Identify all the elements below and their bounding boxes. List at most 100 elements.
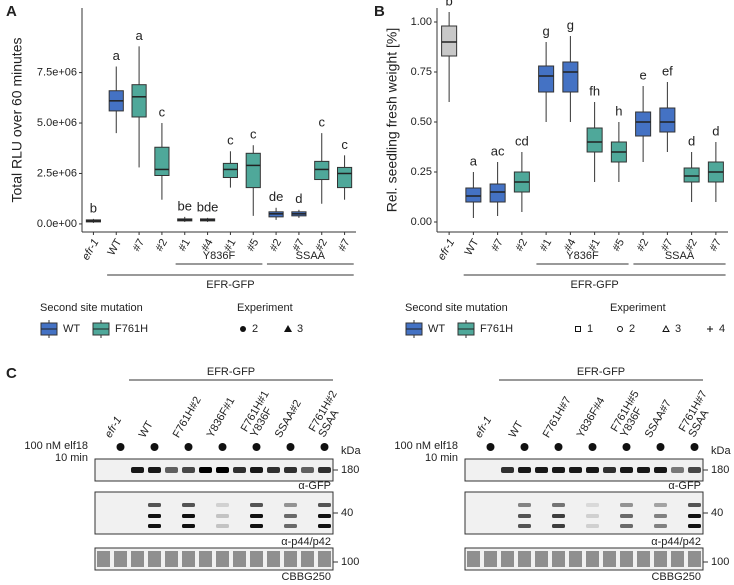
- band: [182, 467, 195, 473]
- blot-strip: [94, 491, 334, 535]
- band: [318, 551, 331, 567]
- legend-label: 4: [719, 323, 725, 335]
- x-tick-label: #4: [199, 237, 216, 254]
- x-tick-label: WT: [105, 237, 124, 258]
- band: [165, 551, 178, 567]
- band: [250, 551, 263, 567]
- box: [337, 166, 353, 189]
- band: [148, 503, 161, 507]
- y-tick-label: 0.75: [411, 66, 432, 78]
- antibody-label: α-p44/p42: [651, 536, 701, 548]
- band: [250, 524, 263, 528]
- significance-letter: be: [178, 198, 192, 213]
- significance-letter: b: [90, 200, 97, 215]
- band: [586, 503, 599, 507]
- band: [182, 503, 195, 507]
- x-tick-label: #2: [683, 237, 700, 254]
- band: [586, 524, 599, 528]
- legend-label: F761H: [480, 323, 513, 335]
- band: [501, 551, 514, 567]
- band: [284, 467, 297, 473]
- treatment-label: 100 nM elf18: [24, 440, 88, 452]
- construct-label: EFR-GFP: [570, 279, 618, 291]
- band: [182, 514, 195, 518]
- legend-symbol: [707, 326, 713, 332]
- band: [182, 524, 195, 528]
- box: [245, 152, 261, 189]
- lane-label: efr-1: [103, 415, 125, 440]
- band: [518, 524, 531, 528]
- treatment-dot: [486, 443, 495, 451]
- band: [688, 503, 701, 507]
- treatment-label: 10 min: [55, 452, 88, 464]
- band: [131, 551, 144, 567]
- unit-label: kDa: [341, 445, 361, 457]
- band: [165, 467, 178, 473]
- band: [199, 467, 212, 473]
- x-tick-label: #5: [245, 237, 262, 254]
- legend-label: 2: [252, 323, 258, 335]
- box: [465, 187, 482, 203]
- y-tick-label: 2.5e+06: [37, 167, 77, 179]
- group-label: Y836F: [566, 250, 599, 262]
- x-tick-label: #2: [313, 237, 330, 254]
- antibody-label: α-GFP: [668, 480, 701, 492]
- significance-letter: fh: [589, 83, 600, 98]
- treatment-dot: [252, 443, 261, 451]
- band: [637, 551, 650, 567]
- construct-label: EFR-GFP: [577, 366, 625, 378]
- band: [467, 551, 480, 567]
- lane-label: efr-1: [473, 415, 495, 440]
- box: [489, 183, 506, 203]
- lane-label: F761H#2: [171, 395, 204, 440]
- band: [552, 514, 565, 518]
- band: [654, 551, 667, 567]
- band: [518, 503, 531, 507]
- legend-label: WT: [428, 323, 445, 335]
- significance-letter: c: [227, 133, 234, 148]
- band: [233, 467, 246, 473]
- x-tick-label: efr-1: [80, 237, 102, 262]
- box: [441, 25, 458, 57]
- band: [569, 551, 582, 567]
- band: [301, 467, 314, 473]
- significance-letter: a: [470, 153, 478, 168]
- band: [318, 524, 331, 528]
- panel-label: B: [374, 3, 385, 20]
- box: [538, 65, 555, 93]
- band: [586, 514, 599, 518]
- treatment-dot: [622, 443, 631, 451]
- band: [654, 524, 667, 528]
- lane-label: SSAA#7: [643, 398, 674, 440]
- y-tick-label: 5.0e+06: [37, 117, 77, 129]
- x-tick-label: #2: [154, 237, 171, 254]
- significance-letter: ef: [662, 63, 673, 78]
- significance-letter: c: [341, 137, 348, 152]
- group-label: SSAA: [665, 250, 695, 262]
- legend-label: F761H: [115, 323, 148, 335]
- marker-label: 40: [341, 507, 353, 519]
- blot-strip: [94, 458, 334, 482]
- band: [552, 503, 565, 507]
- significance-letter: de: [269, 189, 283, 204]
- legend-label: 1: [587, 323, 593, 335]
- x-tick-label: #2: [268, 237, 285, 254]
- construct-label: EFR-GFP: [207, 366, 255, 378]
- significance-letter: c: [319, 115, 326, 130]
- significance-letter: d: [295, 191, 302, 206]
- x-tick-label: #1: [222, 237, 239, 254]
- panel-label: A: [6, 3, 17, 20]
- x-tick-label: #7: [291, 237, 308, 254]
- x-tick-label: #2: [513, 237, 530, 254]
- blot-strip: [94, 547, 334, 571]
- box: [683, 167, 700, 183]
- lane-label: WT: [137, 419, 156, 440]
- significance-letter: b: [446, 0, 453, 8]
- band: [586, 551, 599, 567]
- group-label: SSAA: [296, 250, 326, 262]
- band: [688, 514, 701, 518]
- band: [267, 551, 280, 567]
- x-tick-label: #1: [586, 237, 603, 254]
- band: [182, 551, 195, 567]
